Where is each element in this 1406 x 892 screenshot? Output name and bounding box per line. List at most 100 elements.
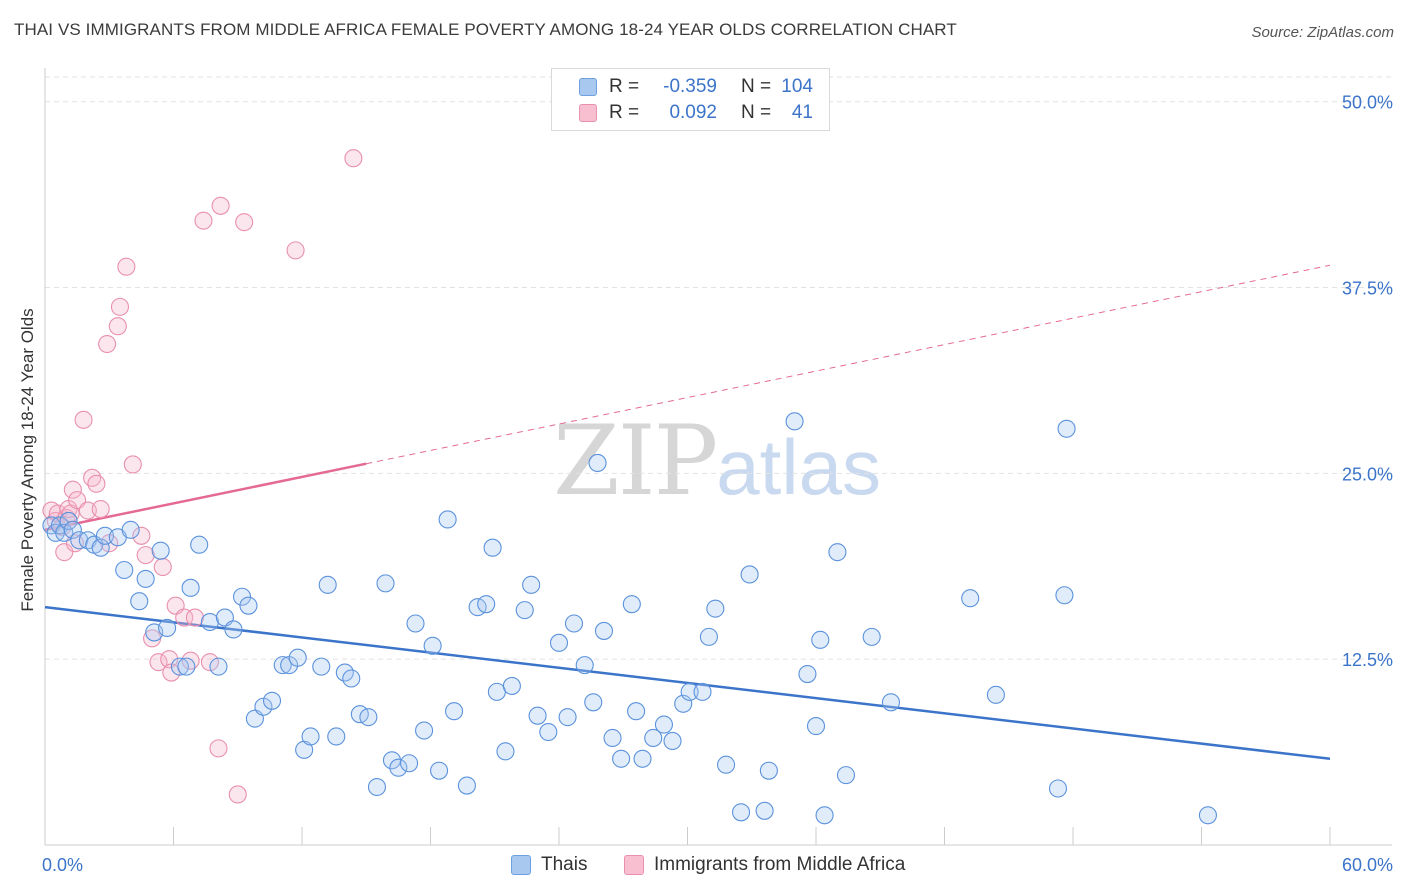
africa-point [91, 499, 110, 519]
thais-point [654, 715, 673, 734]
thais-point [755, 801, 774, 820]
thais-point [644, 728, 663, 748]
thais-point [318, 575, 337, 594]
thais-point [301, 727, 320, 746]
africa-point [286, 241, 305, 260]
thais-point [740, 565, 759, 584]
thais-point [327, 727, 346, 746]
thais-point [190, 535, 209, 554]
thais-point [342, 669, 361, 688]
thais-point [477, 595, 496, 614]
thais-point [633, 749, 652, 768]
africa-point [87, 474, 106, 493]
thais-point [359, 708, 378, 727]
thais-point [564, 614, 584, 633]
thais-point [986, 685, 1005, 704]
africa-point [211, 196, 230, 215]
bottom-legend-swatch-africa [624, 855, 644, 875]
africa-points [42, 149, 363, 804]
africa-point [149, 653, 168, 672]
africa-point [185, 608, 204, 627]
thais-trend-line [44, 605, 1331, 761]
thais-point [612, 749, 631, 768]
thais-point [63, 520, 82, 539]
thais-point [798, 664, 817, 684]
thais-point [674, 694, 693, 713]
africa-point [123, 455, 142, 474]
thais-point [627, 702, 646, 721]
thais-point [382, 751, 402, 770]
bottom-legend-label-thais: Thais [541, 854, 588, 875]
legend-row-africa: R = 0.092 N = 41 [552, 100, 813, 126]
africa-point [98, 334, 117, 354]
bottom-legend-thais[interactable]: Thais [511, 852, 587, 878]
thais-point [59, 511, 78, 530]
africa-point [228, 785, 247, 804]
thais-point [273, 656, 292, 675]
thais-point [693, 682, 712, 701]
thais-point [549, 633, 569, 652]
legend-r-label: R = [609, 102, 640, 123]
africa-point [117, 257, 136, 276]
thais-point [881, 693, 901, 712]
thais-point [622, 595, 641, 614]
x-tick-label: 0.0% [42, 855, 83, 875]
correlation-legend: R = -0.359 N = 104 R = 0.092 N = 41 [551, 68, 830, 131]
thais-point [522, 575, 541, 594]
thais-point [785, 412, 804, 431]
africa-point [194, 211, 213, 230]
watermark: ZIPatlas [553, 405, 881, 517]
africa-point [209, 739, 228, 758]
thais-point [200, 612, 219, 632]
thais-point [262, 691, 282, 710]
thais-point [575, 656, 594, 675]
thais-point [603, 728, 622, 748]
africa-point [235, 213, 254, 232]
chart-title: THAI VS IMMIGRANTS FROM MIDDLE AFRICA FE… [14, 20, 957, 39]
thais-point [406, 614, 425, 633]
thais-point [594, 621, 614, 640]
y-tick-label: 25.0% [1342, 464, 1393, 484]
thais-point [836, 766, 856, 785]
thais-point [91, 538, 110, 557]
africa-point [48, 504, 67, 523]
thais-point [815, 806, 834, 825]
thais-point [170, 657, 189, 676]
thais-point [588, 453, 607, 473]
thais-point [515, 601, 534, 620]
thais-point [151, 541, 170, 560]
axes [44, 68, 1392, 846]
thais-point [759, 761, 778, 780]
source-credit: Source: ZipAtlas.com [1251, 24, 1394, 41]
thais-point [224, 620, 243, 639]
thais-point [136, 569, 155, 588]
legend-r-value: 0.092 [669, 102, 717, 123]
thais-point [558, 708, 577, 727]
bottom-legend-swatch-thais [511, 855, 531, 875]
africa-point [136, 546, 155, 565]
legend-n-label: N = [741, 76, 772, 97]
legend-swatch-thais [579, 78, 597, 96]
africa-trend-line-extrapolated [366, 264, 1331, 465]
thais-point [121, 520, 140, 539]
africa-point [74, 410, 93, 429]
thais-point [367, 777, 387, 797]
thais-point [1057, 419, 1076, 438]
thais-points [42, 412, 1217, 825]
thais-point [496, 742, 515, 761]
bottom-legend-africa[interactable]: Immigrants from Middle Africa [624, 852, 905, 878]
thais-point [811, 630, 830, 649]
africa-point [110, 297, 130, 316]
africa-trend-line [44, 462, 367, 532]
watermark-atlas: atlas [716, 423, 881, 511]
thais-point [312, 657, 331, 676]
thais-point [806, 717, 826, 736]
legend-row-thais: R = -0.359 N = 104 [552, 74, 813, 100]
africa-point [63, 480, 82, 499]
africa-point [160, 650, 179, 669]
legend-n-value: 41 [791, 102, 813, 123]
thais-point [1055, 586, 1074, 605]
thais-point [181, 578, 200, 597]
legend-r-label: R = [609, 76, 640, 97]
